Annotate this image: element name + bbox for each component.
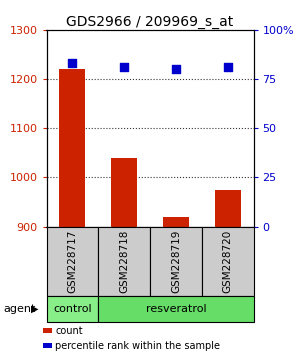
Bar xyxy=(59,69,85,227)
Bar xyxy=(202,227,254,296)
Bar xyxy=(111,158,137,227)
Text: ▶: ▶ xyxy=(31,304,38,314)
Text: GSM228718: GSM228718 xyxy=(119,229,129,293)
Bar xyxy=(43,328,52,333)
Point xyxy=(70,61,75,66)
Bar xyxy=(46,227,98,296)
Bar xyxy=(98,296,253,322)
Text: resveratrol: resveratrol xyxy=(146,304,206,314)
Text: count: count xyxy=(56,326,83,336)
Point xyxy=(225,64,230,70)
Bar xyxy=(163,217,189,227)
Text: GSM228717: GSM228717 xyxy=(68,229,77,293)
Text: control: control xyxy=(53,304,92,314)
Bar xyxy=(215,190,241,227)
Text: GSM228720: GSM228720 xyxy=(223,229,232,293)
Bar xyxy=(43,343,52,348)
Bar xyxy=(150,227,202,296)
Bar xyxy=(46,296,98,322)
Text: GSM228719: GSM228719 xyxy=(171,229,181,293)
Point xyxy=(122,64,127,70)
Text: agent: agent xyxy=(3,304,35,314)
Bar xyxy=(98,227,150,296)
Point xyxy=(173,67,178,72)
Title: GDS2966 / 209969_s_at: GDS2966 / 209969_s_at xyxy=(66,15,234,29)
Text: percentile rank within the sample: percentile rank within the sample xyxy=(56,341,220,350)
